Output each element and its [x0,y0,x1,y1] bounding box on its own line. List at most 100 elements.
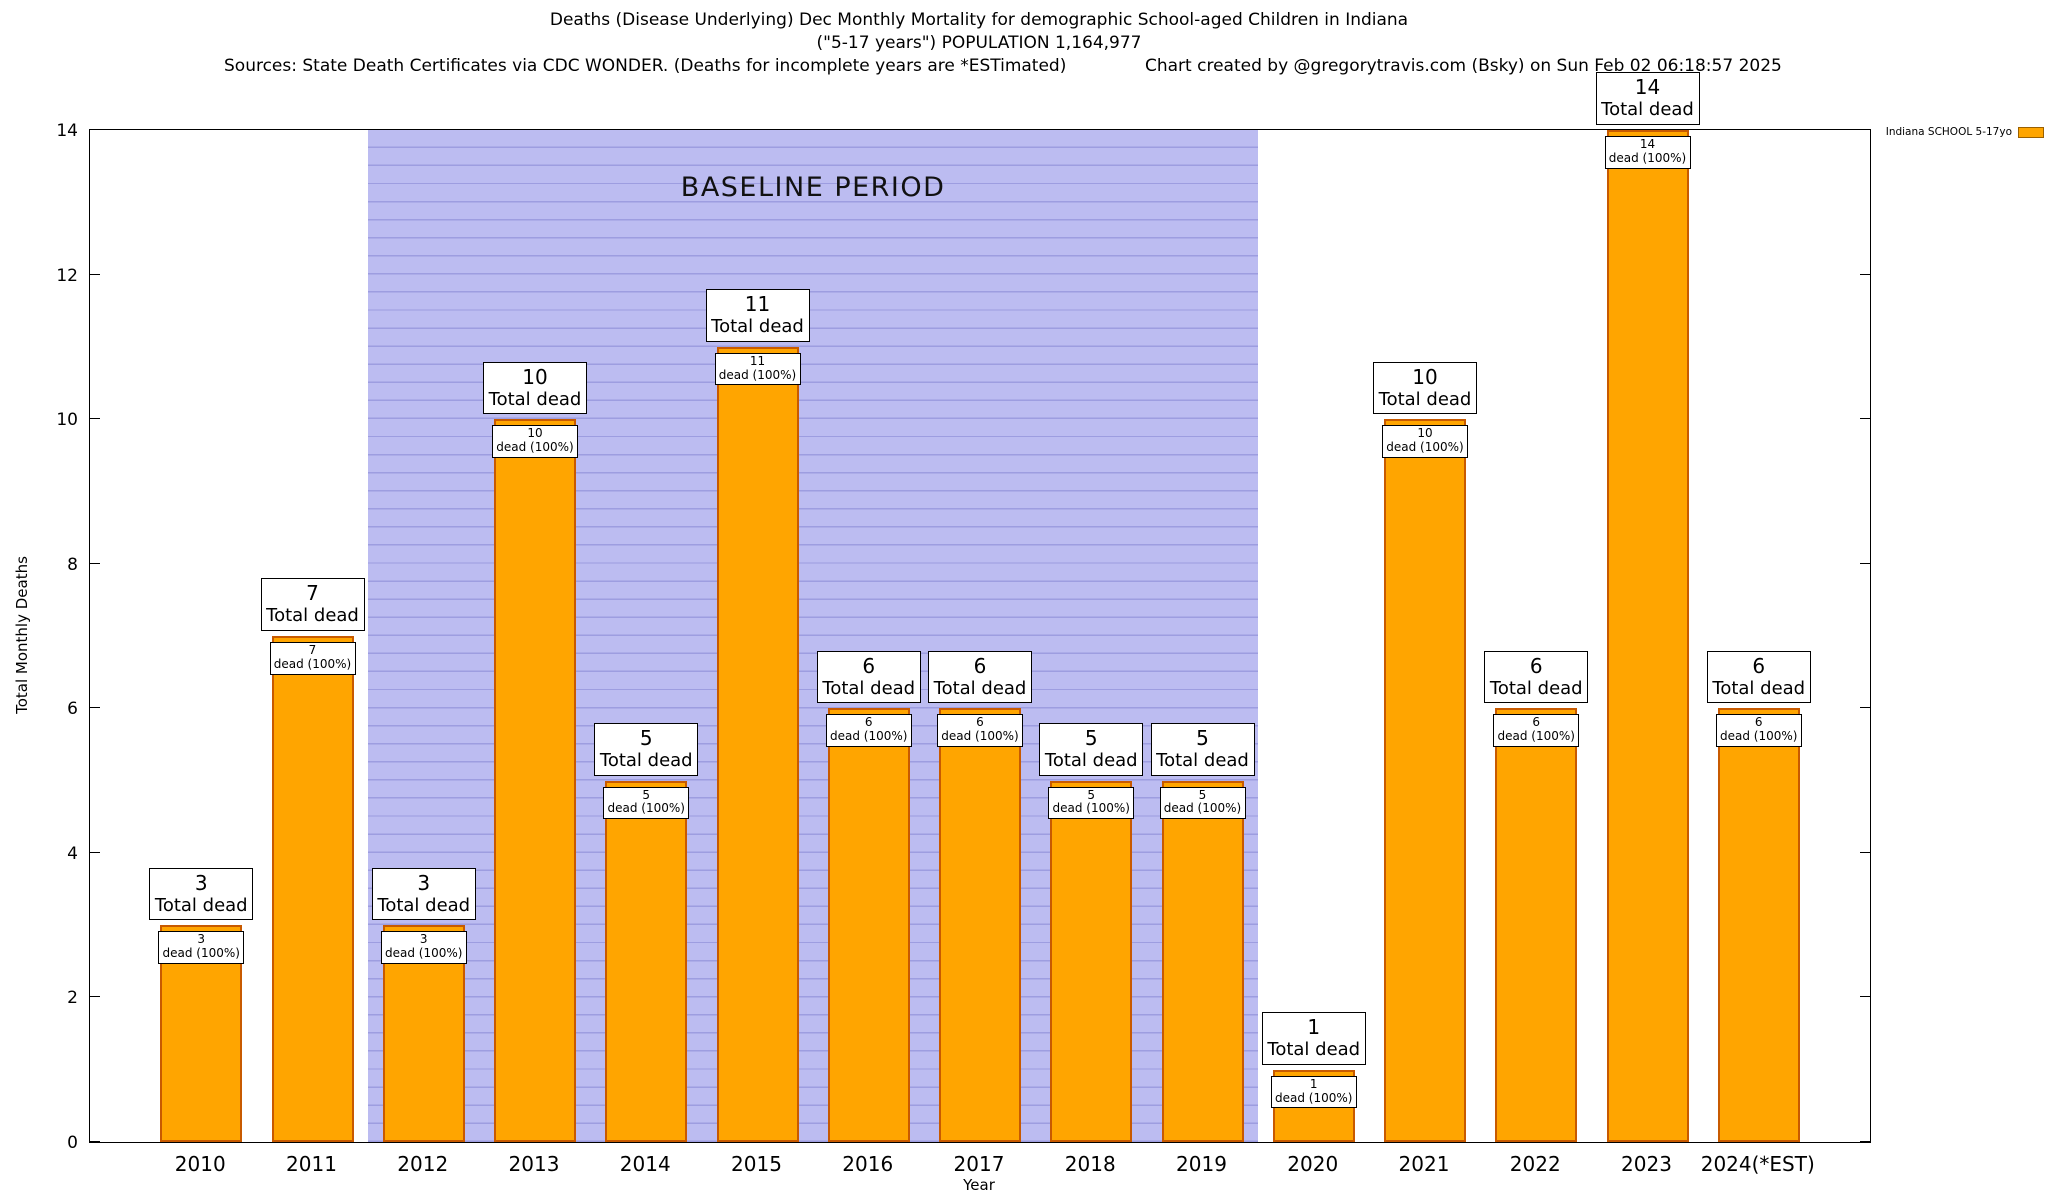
bar-inner-label: 5 dead (100%) [603,786,690,820]
y-tick-mark [90,851,100,853]
x-axis-tick-label: 2020 [1287,1152,1339,1176]
bar-total-label: 11 Total dead [705,289,810,342]
bar-inner-caption: dead (100%) [273,656,352,671]
y-tick-mark [1860,707,1870,709]
bar-inner-value: 6 [864,715,873,730]
bar-total-label: 5 Total dead [1150,722,1255,776]
bar-inner-value: 5 [1198,787,1207,802]
bar-total-label: 6 Total dead [816,650,921,704]
y-axis-title: Total Monthly Deaths [13,556,31,714]
bar-2019 [1161,780,1244,1142]
bar-inner-value: 5 [642,787,651,802]
bar-inner-caption: dead (100%) [162,945,240,960]
bar-2018 [1050,780,1133,1142]
bar-total-caption: Total dead [1712,677,1806,699]
bar-inner-caption: dead (100%) [1386,439,1464,454]
bar-inner-value: 10 [527,426,543,441]
bar-total-value: 6 [1752,653,1766,678]
sources-note: Sources: State Death Certificates via CD… [224,56,1067,76]
bar-2017 [939,708,1021,1142]
bar-inner-caption: dead (100%) [718,367,797,382]
bar-total-label: 7 Total dead [260,578,365,631]
bar-total-label: 3 Total dead [371,867,476,921]
bar-total-label: 6 Total dead [928,650,1032,704]
y-tick-mark [1860,1141,1870,1142]
bar-total-caption: Total dead [488,388,582,410]
bar-total-label: 1 Total dead [1261,1012,1366,1065]
bar-inner-caption: dead (100%) [830,729,908,744]
bar-total-value: 7 [306,581,319,606]
chart-title: Deaths (Disease Underlying) Dec Monthly … [549,10,1409,30]
y-tick-mark [1860,418,1870,420]
bar-total-value: 10 [1412,364,1438,389]
x-axis-tick-label: 2011 [286,1152,337,1176]
bar-inner-value: 6 [1532,715,1541,730]
bar-inner-caption: dead (100%) [1497,729,1575,744]
bar-inner-caption: dead (100%) [385,945,463,960]
x-axis-tick-label: 2015 [731,1152,782,1176]
x-axis-tick-label: 2024(*EST) [1700,1152,1815,1176]
y-tick-mark [1860,129,1870,130]
bar-total-value: 1 [1307,1015,1321,1040]
bar-2024(*EST) [1717,708,1800,1142]
bar-inner-label: 6 dead (100%) [1493,714,1580,747]
bar-inner-value: 3 [197,932,206,947]
legend-label: Indiana SCHOOL 5-17yo [1885,126,2012,138]
y-axis-tick-label: 4 [67,843,78,864]
bar-inner-label: 6 dead (100%) [825,714,912,747]
bar-total-value: 5 [1196,725,1209,750]
x-axis-tick-label: 2010 [174,1152,226,1176]
bar-inner-label: 6 dead (100%) [1715,714,1802,747]
y-axis-tick-label: 14 [56,121,78,141]
y-axis-tick-label: 12 [56,265,78,286]
bar-total-caption: Total dead [1267,1039,1361,1061]
y-tick-mark [90,129,100,130]
bar-inner-caption: dead (100%) [1163,801,1242,816]
y-axis-tick-label: 0 [67,1133,78,1153]
bar-total-caption: Total dead [377,894,471,916]
bar-inner-label: 7 dead (100%) [269,642,356,675]
credit-note: Chart created by @gregorytravis.com (Bsk… [1145,56,1782,76]
bar-inner-value: 6 [976,715,984,730]
bar-inner-label: 10 dead (100%) [492,425,578,458]
x-axis-tick-label: 2021 [1398,1152,1450,1176]
bar-total-value: 5 [639,725,653,750]
bar-inner-label: 1 dead (100%) [1270,1075,1357,1109]
bar-inner-label: 5 dead (100%) [1159,786,1246,820]
bar-total-label: 14 Total dead [1595,72,1700,125]
bar-total-caption: Total dead [1489,677,1583,699]
bar-inner-label: 10 dead (100%) [1382,425,1468,458]
y-tick-mark [90,273,100,275]
y-tick-mark [90,996,100,998]
y-axis-tick-label: 8 [67,554,78,575]
y-tick-mark [90,707,100,709]
bar-inner-label: 6 dead (100%) [937,714,1023,747]
bar-total-caption: Total dead [933,677,1027,699]
y-axis-tick-label: 6 [67,699,78,720]
x-axis-tick-label: 2016 [842,1152,894,1176]
bar-inner-value: 7 [308,643,317,657]
y-tick-mark [90,562,100,564]
bar-total-label: 6 Total dead [1706,650,1811,704]
y-tick-mark [1860,851,1870,853]
bar-total-value: 3 [194,870,208,895]
bar-2022 [1495,708,1578,1142]
bar-total-label: 10 Total dead [1373,361,1477,415]
bar-inner-value: 14 [1639,137,1656,151]
bar-inner-label: 3 dead (100%) [158,931,245,964]
x-axis-tick-label: 2014 [619,1152,671,1176]
bar-inner-caption: dead (100%) [607,801,685,816]
bar-total-caption: Total dead [599,749,693,771]
x-axis-tick-label: 2012 [397,1152,449,1176]
x-axis-tick-label: 2018 [1064,1152,1116,1176]
plot-area: BASELINE PERIOD 0 2 4 6 8 10 12 14 3 dead (100%) 3 T… [56,72,1871,1153]
bar-inner-value: 11 [749,353,766,368]
x-axis-tick-label: 2013 [508,1152,560,1176]
bar-total-caption: Total dead [711,316,804,338]
bar-2013 [494,419,576,1142]
chart-subtitle: ("5-17 years") POPULATION 1,164,977 [816,33,1142,53]
x-axis-tick-label: 2017 [953,1152,1005,1176]
bar-inner-value: 1 [1309,1076,1318,1091]
bar-2023 [1606,130,1689,1142]
bar-inner-caption: dead (100%) [941,729,1019,744]
